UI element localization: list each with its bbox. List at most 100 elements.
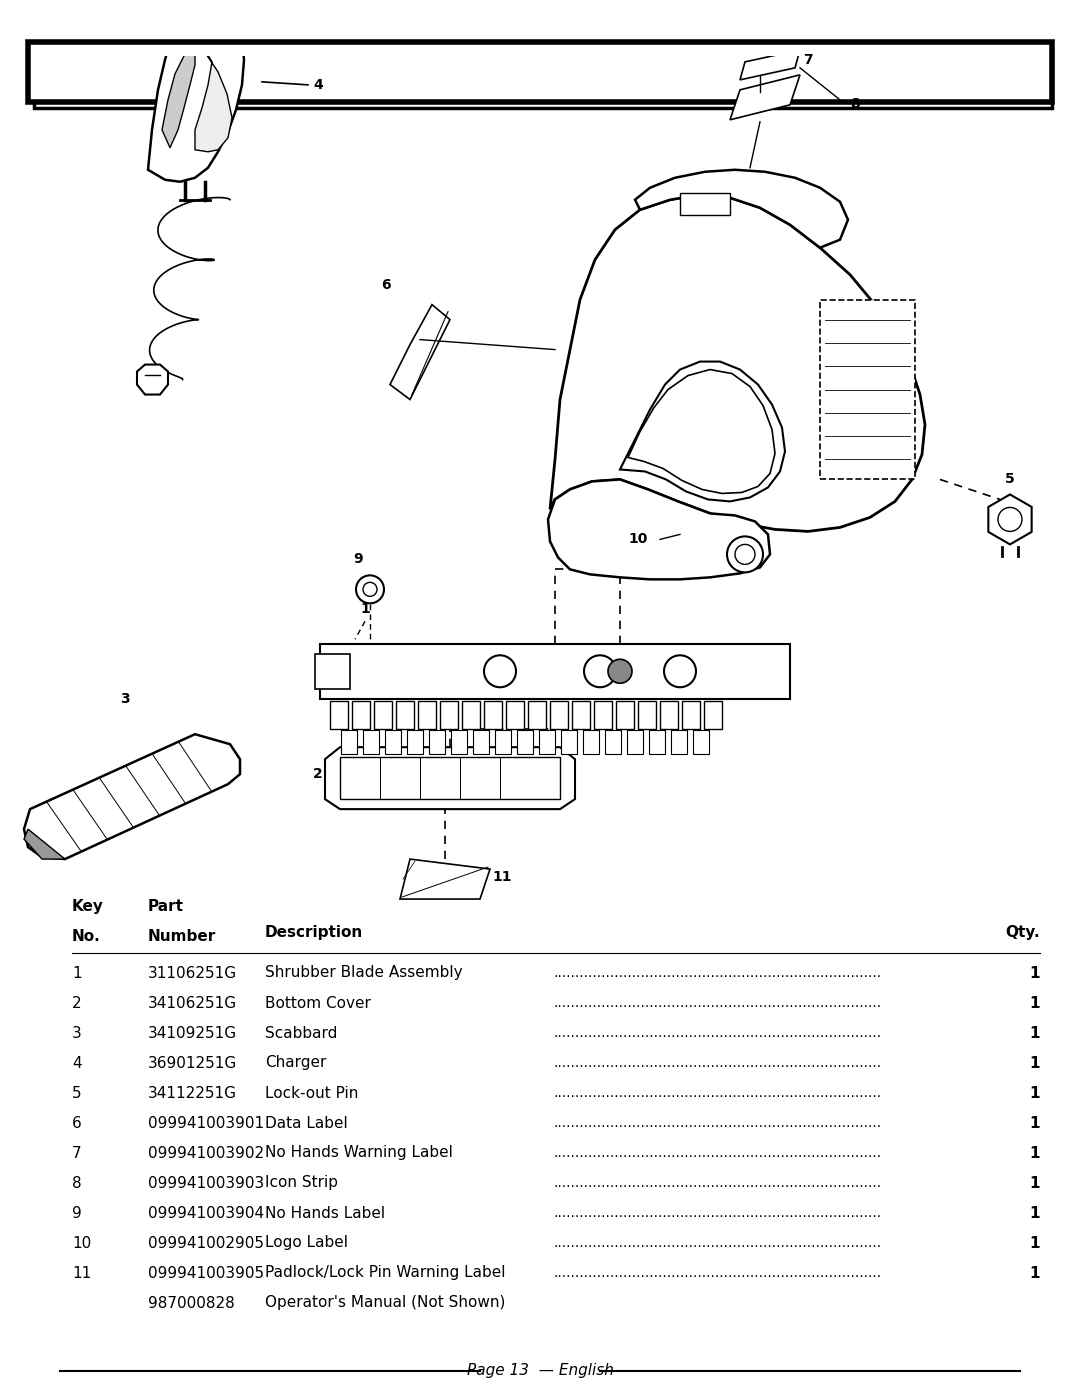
Bar [384,731,401,754]
Text: 34106251G: 34106251G [148,996,238,1010]
Text: 34109251G: 34109251G [148,1025,238,1041]
Text: 1: 1 [1029,1085,1040,1101]
Polygon shape [162,47,195,148]
Text: 1: 1 [1029,1146,1040,1161]
Text: 1: 1 [1029,1266,1040,1281]
Text: 1: 1 [1029,996,1040,1010]
Bar [539,731,555,754]
Text: Qty.: Qty. [1005,925,1040,940]
Text: Charger: Charger [265,1056,326,1070]
Text: 3: 3 [120,693,130,707]
Polygon shape [635,170,848,247]
Text: Scabbard: Scabbard [265,1025,337,1041]
Text: Lock-out Pin: Lock-out Pin [265,1085,359,1101]
Polygon shape [325,747,575,809]
Bar [605,731,621,754]
Bar [396,701,414,729]
Text: 099941002905: 099941002905 [148,1235,264,1250]
Text: ...........................................................................: ........................................… [553,1025,881,1039]
Text: Description: Description [265,925,363,940]
Bar [507,701,524,729]
Bar [627,731,643,754]
Text: 1: 1 [1029,1025,1040,1041]
Polygon shape [550,194,924,531]
Text: 099941003905: 099941003905 [148,1266,265,1281]
Polygon shape [24,735,240,859]
Text: ...........................................................................: ........................................… [553,1176,881,1190]
Bar [341,731,357,754]
Bar [33,47,1052,108]
Text: 3: 3 [72,1025,82,1041]
Text: 099941003903: 099941003903 [148,1175,265,1190]
Text: 987000828: 987000828 [148,1295,234,1310]
Bar [440,701,458,729]
Text: 4: 4 [72,1056,82,1070]
Bar [561,731,577,754]
Text: 10: 10 [629,532,648,546]
Bar [352,701,370,729]
Text: Bottom Cover: Bottom Cover [265,996,370,1010]
Polygon shape [548,479,770,580]
Polygon shape [137,365,168,394]
Text: 099941003902: 099941003902 [148,1146,265,1161]
Bar [820,299,915,479]
Text: 7: 7 [72,1146,82,1161]
Text: No Hands Label: No Hands Label [265,1206,386,1221]
Bar [671,731,687,754]
Text: ...........................................................................: ........................................… [553,1206,881,1220]
Polygon shape [740,50,800,80]
Text: No Hands Warning Label: No Hands Warning Label [265,1146,453,1161]
Text: 1: 1 [1029,1206,1040,1221]
Text: 10: 10 [72,1235,91,1250]
Bar [363,731,379,754]
Bar [583,731,599,754]
Bar [528,701,546,729]
Text: 2: 2 [313,767,323,781]
Bar [693,731,708,754]
Text: 31106251G: 31106251G [148,965,238,981]
Text: 099941003904: 099941003904 [148,1206,265,1221]
Text: Part: Part [148,900,184,914]
Bar [320,644,789,700]
Text: 8: 8 [850,96,860,110]
Text: ...........................................................................: ........................................… [553,1146,881,1160]
Bar [495,731,511,754]
Text: 36901251G: 36901251G [148,1056,238,1070]
Text: 1: 1 [72,965,82,981]
Bar [473,731,489,754]
Text: ...........................................................................: ........................................… [553,1266,881,1280]
Bar [572,701,590,729]
Text: 1: 1 [1029,965,1040,981]
Text: 4: 4 [313,78,323,92]
Text: 1: 1 [360,602,369,616]
Text: No.: No. [72,929,100,944]
Text: ...........................................................................: ........................................… [553,965,881,981]
Text: ...........................................................................: ........................................… [553,996,881,1010]
Text: ...........................................................................: ........................................… [553,1085,881,1099]
Polygon shape [620,362,785,502]
Text: 9: 9 [72,1206,82,1221]
Text: 8: 8 [72,1175,82,1190]
Bar [407,731,423,754]
Circle shape [727,536,762,573]
Text: 9: 9 [353,552,363,566]
Text: 1: 1 [1029,1056,1040,1070]
Polygon shape [390,305,450,400]
Bar [517,731,534,754]
Text: 34112251G: 34112251G [148,1085,237,1101]
Polygon shape [988,495,1031,545]
Bar [429,731,445,754]
Text: 7: 7 [804,53,813,67]
Text: ILLUSTRATED PARTS LIST: ILLUSTRATED PARTS LIST [284,54,796,89]
Bar [616,701,634,729]
Text: Number: Number [148,929,216,944]
Bar [330,701,348,729]
Circle shape [356,576,384,604]
Text: 099941003901: 099941003901 [148,1115,265,1130]
Bar [660,701,678,729]
Text: ...........................................................................: ........................................… [553,1056,881,1070]
Text: Key: Key [72,900,104,914]
Text: Padlock/Lock Pin Warning Label: Padlock/Lock Pin Warning Label [265,1266,505,1281]
Text: Data Label: Data Label [265,1115,348,1130]
Polygon shape [195,47,232,152]
